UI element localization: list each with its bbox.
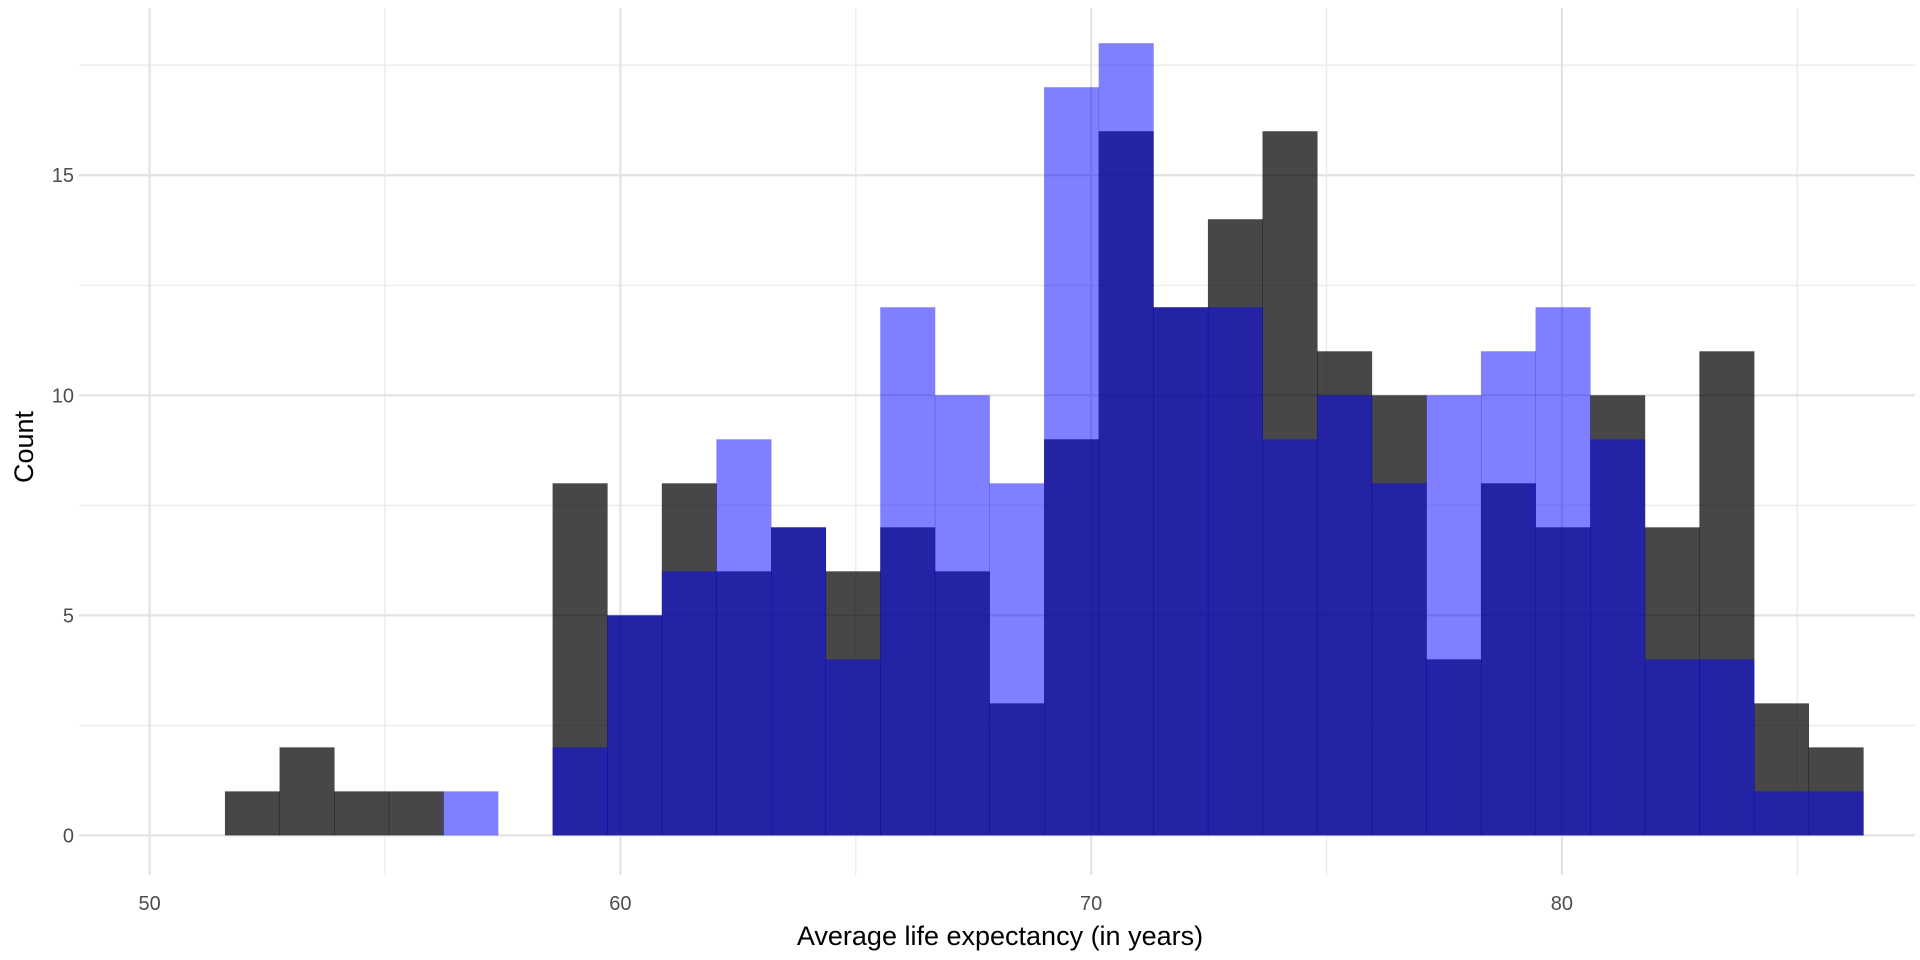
y-axis-tick-labels: 0 5 10 15 (52, 165, 74, 847)
histogram-bar-series-2 (1371, 483, 1427, 836)
histogram-bar-series-2 (825, 659, 881, 836)
histogram-bar-series-2 (1644, 659, 1700, 836)
histogram-bar-series-2 (934, 395, 990, 836)
histogram-bar-series-2 (1753, 791, 1810, 836)
histogram-bar-series-1 (388, 791, 444, 836)
histogram-bar-series-2 (1317, 395, 1373, 836)
y-axis-title: Count (9, 410, 39, 483)
histogram-bar-series-2 (771, 527, 827, 836)
histogram-bar-series-2 (1535, 307, 1591, 836)
histogram-bar-series-2 (1699, 659, 1755, 836)
histogram-bar-series-2 (1044, 87, 1100, 836)
histogram-bar-series-2 (443, 791, 499, 836)
histogram-bar-series-1 (279, 747, 335, 836)
histogram-bar-series-2 (880, 307, 936, 836)
histogram-bar-series-2 (1153, 307, 1209, 836)
x-axis-tick-labels: 50 60 70 80 (138, 893, 1573, 915)
histogram-bar-series-2 (989, 483, 1045, 836)
histogram-bar-series-2 (661, 571, 717, 836)
y-tick-label: 0 (63, 825, 74, 847)
y-tick-label: 15 (52, 165, 74, 187)
histogram-bar-series-2 (716, 439, 772, 836)
histogram-bar-series-2 (1808, 791, 1864, 836)
histogram-bar-series-2 (1207, 307, 1263, 836)
x-tick-label: 60 (609, 893, 631, 915)
y-tick-label: 5 (63, 605, 74, 627)
x-tick-label: 80 (1551, 893, 1573, 915)
x-tick-label: 50 (138, 893, 160, 915)
histogram-bar-series-2 (1590, 439, 1646, 836)
histogram-bar-series-1 (334, 791, 390, 836)
histogram-bar-series-2 (607, 615, 663, 836)
histogram-bar-series-2 (1098, 43, 1154, 836)
x-tick-label: 70 (1080, 893, 1102, 915)
histogram-bar-series-2 (1262, 439, 1318, 836)
histogram-bars (224, 43, 1864, 836)
x-axis-title: Average life expectancy (in years) (797, 921, 1203, 951)
histogram-bar-series-2 (552, 747, 608, 836)
histogram-bar-series-2 (1480, 351, 1536, 836)
histogram-bar-series-1 (224, 791, 280, 836)
histogram-bar-series-2 (1426, 395, 1482, 836)
y-tick-label: 10 (52, 385, 74, 407)
